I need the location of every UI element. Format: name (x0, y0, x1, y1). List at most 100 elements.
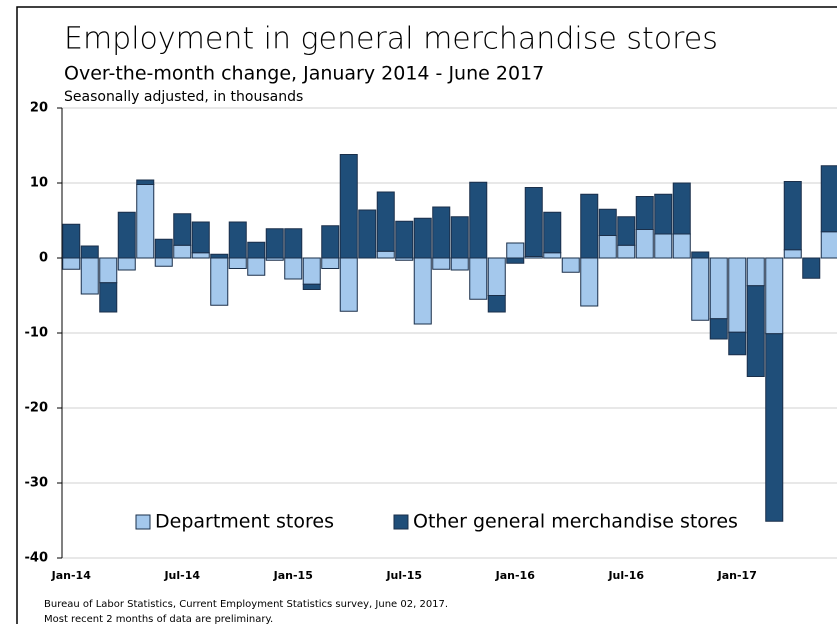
bar (561, 257, 580, 273)
bar (820, 165, 837, 233)
bar (339, 257, 358, 312)
bar (62, 257, 81, 270)
bar (728, 331, 747, 356)
bar (469, 257, 488, 300)
legend-swatch (135, 514, 151, 530)
x-tick-label: Jan-17 (717, 569, 757, 582)
bar (580, 193, 599, 259)
bar (635, 229, 654, 259)
bar (136, 184, 155, 259)
bar (99, 257, 118, 284)
bar (709, 257, 728, 320)
bar (191, 221, 210, 254)
bar (672, 233, 691, 259)
x-tick-label: Jul-16 (607, 569, 644, 582)
bar (247, 241, 266, 259)
y-tick-label: -30 (25, 476, 49, 491)
x-tick-label: Jul-15 (385, 569, 422, 582)
x-tick-label: Jan-14 (51, 569, 92, 582)
bar (746, 257, 765, 287)
bar (173, 213, 192, 246)
bar (210, 253, 229, 259)
bar (635, 196, 654, 230)
bar (432, 206, 451, 259)
x-tick-label: Jan-15 (273, 569, 313, 582)
bar (783, 249, 802, 259)
bar (228, 221, 247, 259)
bar (80, 245, 99, 259)
bar (191, 252, 210, 259)
bar (265, 228, 284, 259)
bar (617, 244, 636, 259)
chart-subtitle: Over-the-month change, January 2014 - Ju… (64, 63, 544, 85)
bar (154, 257, 173, 267)
footer: Bureau of Labor Statistics, Current Empl… (44, 599, 448, 610)
bar (302, 257, 321, 285)
bar (506, 242, 525, 259)
bar (413, 257, 432, 325)
legend-swatch (393, 514, 409, 530)
bar (173, 244, 192, 259)
bar (728, 257, 747, 333)
bar (117, 211, 136, 259)
bar (617, 216, 636, 246)
x-tick-label: Jul-14 (163, 569, 200, 582)
bar (80, 257, 99, 295)
bar (450, 216, 469, 259)
bar (136, 179, 155, 185)
legend-label: Department stores (155, 511, 334, 533)
y-tick-label: 10 (30, 176, 48, 191)
bar (487, 257, 506, 296)
y-tick-label: 20 (30, 101, 48, 116)
y-tick-label: 0 (39, 251, 48, 266)
bar (358, 209, 377, 259)
bar (691, 257, 710, 321)
bar (247, 257, 266, 276)
bar (469, 181, 488, 259)
legend-label: Other general merchandise stores (413, 511, 738, 533)
bar (117, 257, 136, 271)
footer: Most recent 2 months of data are prelimi… (44, 614, 273, 624)
bar (432, 257, 451, 270)
bar (672, 182, 691, 235)
bar (598, 208, 617, 236)
bar (598, 235, 617, 259)
bar (543, 211, 562, 254)
x-tick-label: Jan-16 (495, 569, 536, 582)
bar (450, 257, 469, 271)
bar (524, 187, 543, 257)
bar (99, 282, 118, 313)
bar (654, 233, 673, 259)
bar (284, 257, 303, 280)
bar (765, 257, 784, 335)
frame (16, 6, 837, 624)
bar (746, 285, 765, 377)
bar (765, 333, 784, 522)
bar (284, 228, 303, 259)
bar (395, 220, 414, 259)
bar (321, 257, 340, 269)
bar (783, 181, 802, 251)
bar (691, 251, 710, 259)
chart-title: Employment in general merchandise stores (64, 22, 718, 57)
bar (506, 257, 525, 264)
bar (62, 223, 81, 259)
bar (802, 257, 821, 279)
y-tick-label: -40 (25, 551, 49, 566)
bar (321, 225, 340, 259)
bar (339, 154, 358, 259)
bar (654, 193, 673, 235)
bar (709, 318, 728, 340)
y-axis-label: Seasonally adjusted, in thousands (64, 89, 303, 105)
bar (580, 257, 599, 307)
y-tick-label: -10 (25, 326, 49, 341)
bar (210, 257, 229, 306)
bar (413, 217, 432, 259)
bar (820, 231, 837, 259)
bar (154, 238, 173, 259)
bar (543, 252, 562, 259)
y-tick-label: -20 (25, 401, 49, 416)
bar (228, 257, 247, 269)
bar (376, 250, 395, 259)
